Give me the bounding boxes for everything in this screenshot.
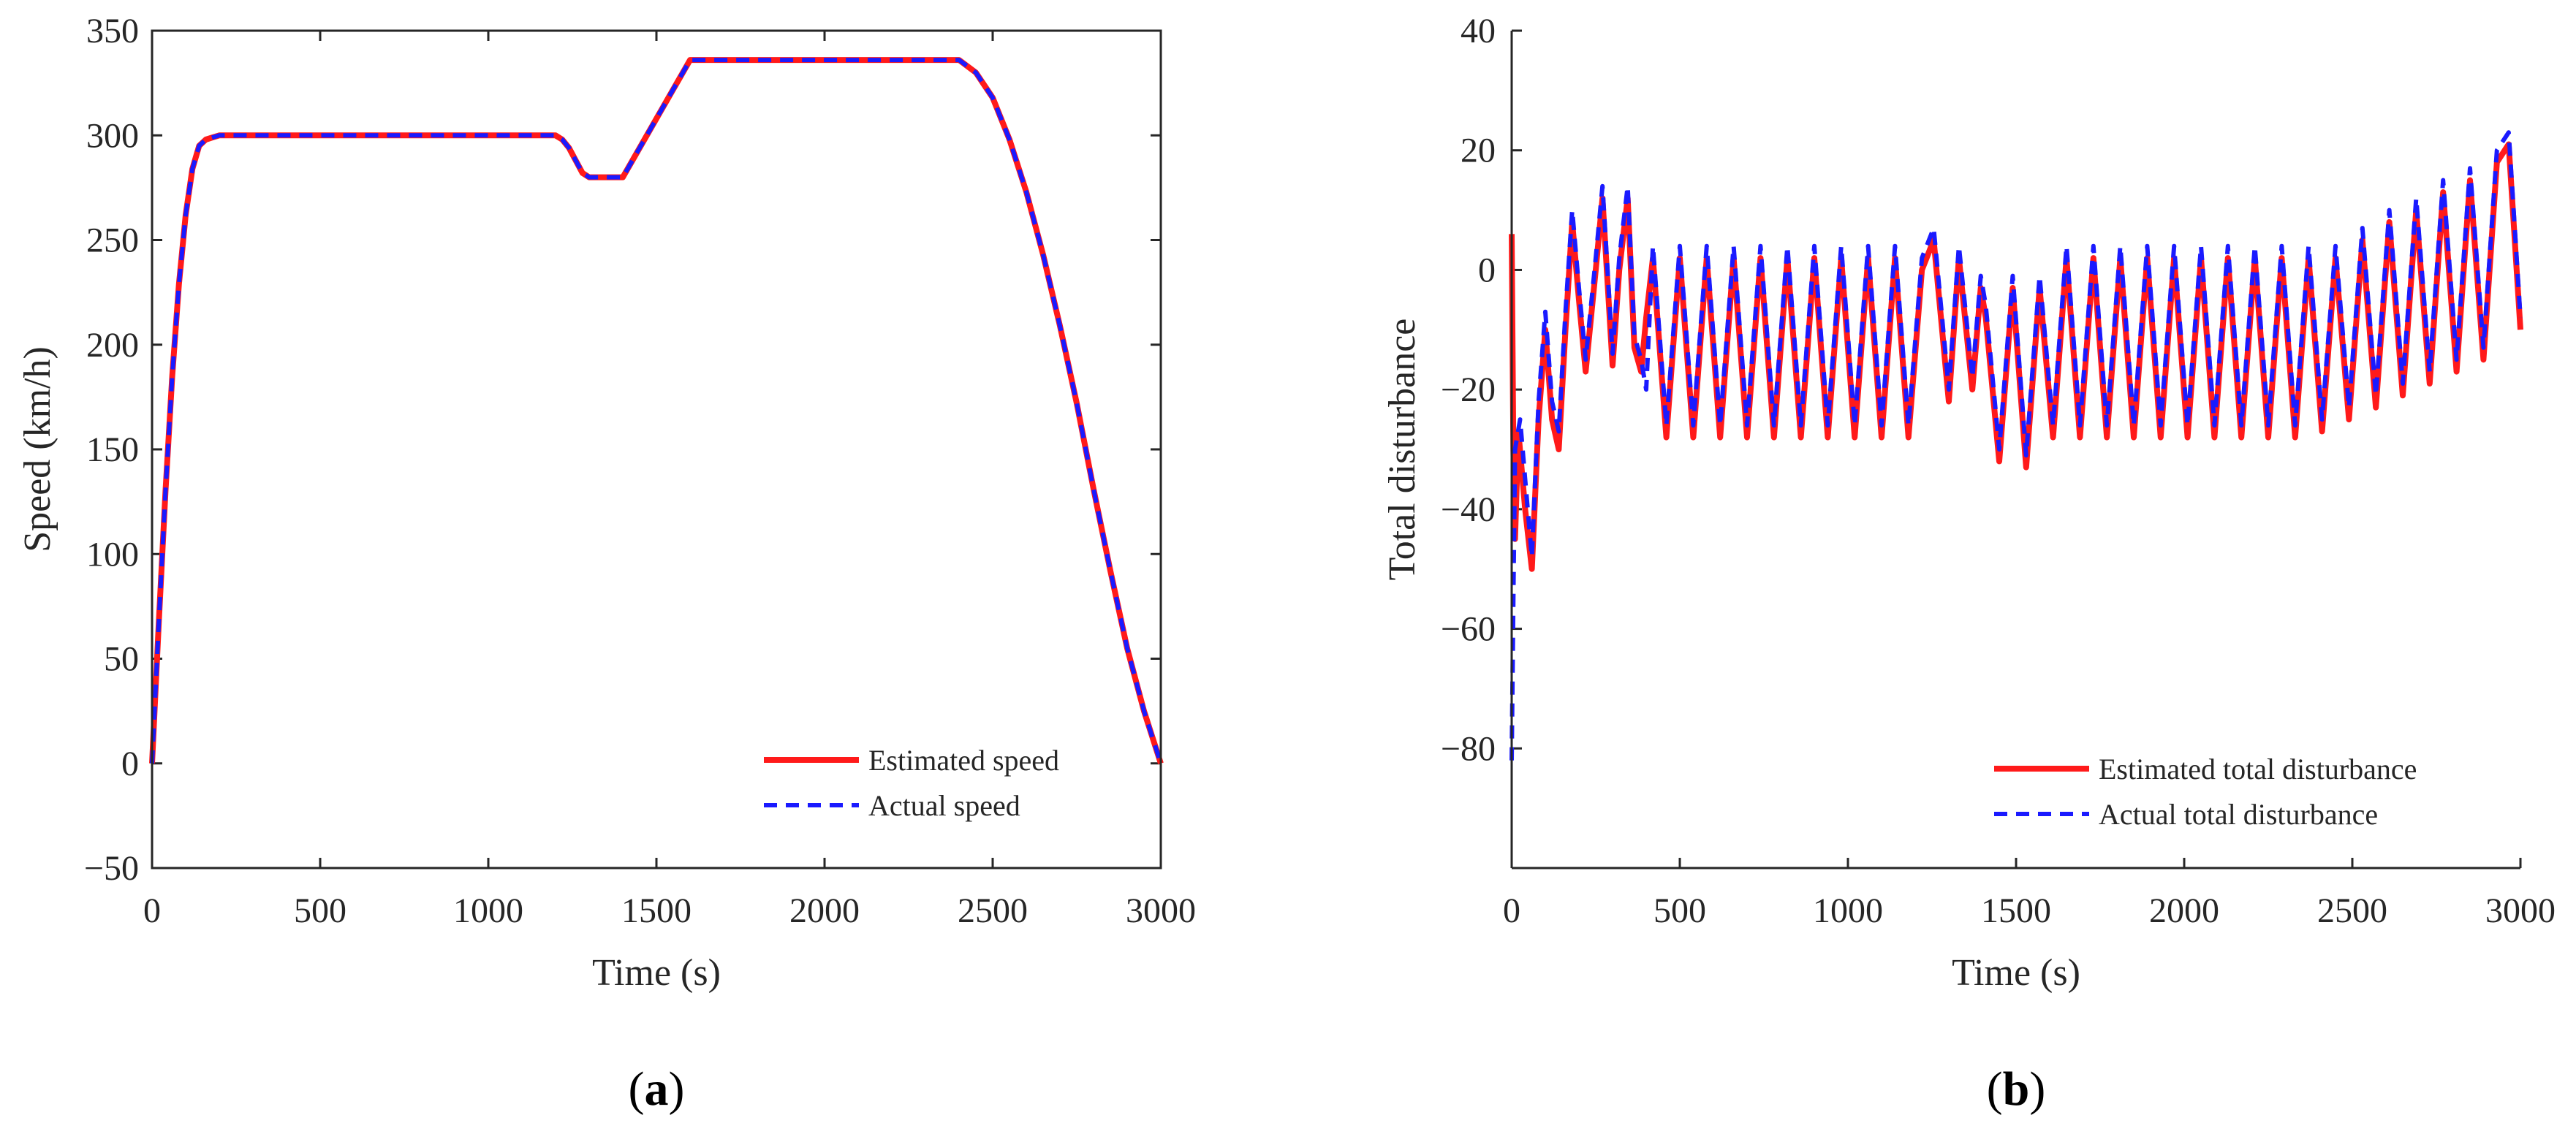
panel-a-y-tick-label: 100: [86, 535, 139, 574]
panel-b-y-tick-labels: −80 −60 −40 −20 0 20 40: [1441, 12, 1496, 768]
panel-b-x-tick-label: 3000: [2485, 891, 2556, 930]
panel-b-legend-actual-label: Actual total disturbance: [2099, 798, 2378, 831]
panel-b-y-tick-label: 20: [1461, 132, 1496, 170]
panel-a-caption-letter: a: [645, 1062, 669, 1116]
panel-a-x-tick-label: 2000: [789, 891, 860, 930]
panel-a-y-axis-label: Speed (km/h): [17, 346, 58, 552]
panel-a-caption-close: ): [669, 1062, 685, 1116]
panel-a-y-tick-label: 250: [86, 221, 139, 260]
panel-b-disturbance-chart: 0 500 1000 1500 2000 2500 3000 −80 −60 −40 −20 0 20…: [1382, 12, 2556, 1116]
panel-b-x-tick-label: 2000: [2149, 891, 2219, 930]
panel-a-axes-box: [151, 29, 1162, 869]
panel-b-x-tick-label: 0: [1503, 891, 1520, 930]
panel-b-axes: [1510, 31, 2520, 869]
panel-a-series-layer: [149, 57, 1164, 765]
panel-a-x-tick-label: 1500: [621, 891, 692, 930]
panel-b-x-tick-label: 2500: [2317, 891, 2387, 930]
panel-a-x-tick-label: 0: [143, 891, 161, 930]
panel-b-actual-disturbance-line: [1509, 130, 2523, 761]
panel-b-y-tick-label: 40: [1461, 12, 1496, 50]
panel-b-y-tick-label: −20: [1441, 370, 1496, 409]
panel-b-caption: (b): [1987, 1062, 2046, 1116]
panel-b-x-axis-label: Time (s): [1952, 952, 2080, 994]
panel-a-legend-actual-label: Actual speed: [868, 789, 1020, 822]
panel-a-estimated-speed-line: [149, 57, 1164, 765]
panel-a-x-tick-label: 3000: [1126, 891, 1196, 930]
panel-b-x-tick-labels: 0 500 1000 1500 2000 2500 3000: [1503, 891, 2556, 930]
panel-b-tick-marks: [1510, 29, 2522, 868]
panel-a-y-tick-label: −50: [84, 849, 139, 888]
panel-a-legend: Estimated speed Actual speed: [764, 744, 1059, 822]
panel-a-y-tick-label: 0: [121, 745, 139, 783]
panel-b-series-layer: [1509, 130, 2523, 761]
panel-a-y-tick-label: 350: [86, 12, 139, 50]
panel-a-y-tick-label: 200: [86, 326, 139, 365]
panel-a-x-tick-label: 1000: [453, 891, 523, 930]
panel-b-y-tick-label: 0: [1478, 251, 1496, 289]
panel-b-caption-close: ): [2029, 1062, 2045, 1116]
panel-a-speed-chart: 0 500 1000 1500 2000 2500 3000 −50050100150200…: [17, 12, 1196, 1116]
panel-b-y-tick-label: −40: [1441, 490, 1496, 529]
panel-a-x-tick-label: 500: [294, 891, 346, 930]
panel-b-x-tick-label: 1000: [1813, 891, 1883, 930]
panel-a-legend-estimated-label: Estimated speed: [868, 744, 1059, 777]
panel-b-y-tick-label: −80: [1441, 729, 1496, 768]
panel-a-actual-speed-line: [150, 58, 1163, 764]
panel-a-y-tick-label: 50: [104, 640, 139, 679]
panel-b-x-tick-label: 500: [1653, 891, 1706, 930]
panel-b-legend: Estimated total disturbance Actual total…: [1994, 753, 2417, 831]
panel-b-legend-estimated-label: Estimated total disturbance: [2099, 753, 2417, 785]
panel-a-x-axis-label: Time (s): [592, 952, 721, 994]
panel-b-y-tick-label: −60: [1441, 610, 1496, 649]
panel-a-y-tick-label: 300: [86, 116, 139, 155]
panel-a-tick-marks: [151, 29, 1162, 869]
panel-b-estimated-disturbance-line: [1509, 141, 2523, 572]
panel-a-caption-open: (: [629, 1062, 645, 1116]
panel-b-caption-open: (: [1987, 1062, 2003, 1116]
panel-a-caption: (a): [629, 1062, 685, 1116]
panel-a-x-tick-label: 2500: [958, 891, 1028, 930]
panel-a-x-tick-labels: 0 500 1000 1500 2000 2500 3000: [143, 891, 1196, 930]
panel-b-caption-letter: b: [2003, 1062, 2030, 1116]
panel-a-y-tick-label: 150: [86, 430, 139, 469]
panel-b-y-axis-label: Total disturbance: [1382, 319, 1423, 581]
panel-a-y-tick-labels: −50 0 50 100 150 200 250 300 350: [84, 12, 139, 888]
panel-b-x-tick-label: 1500: [1981, 891, 2051, 930]
